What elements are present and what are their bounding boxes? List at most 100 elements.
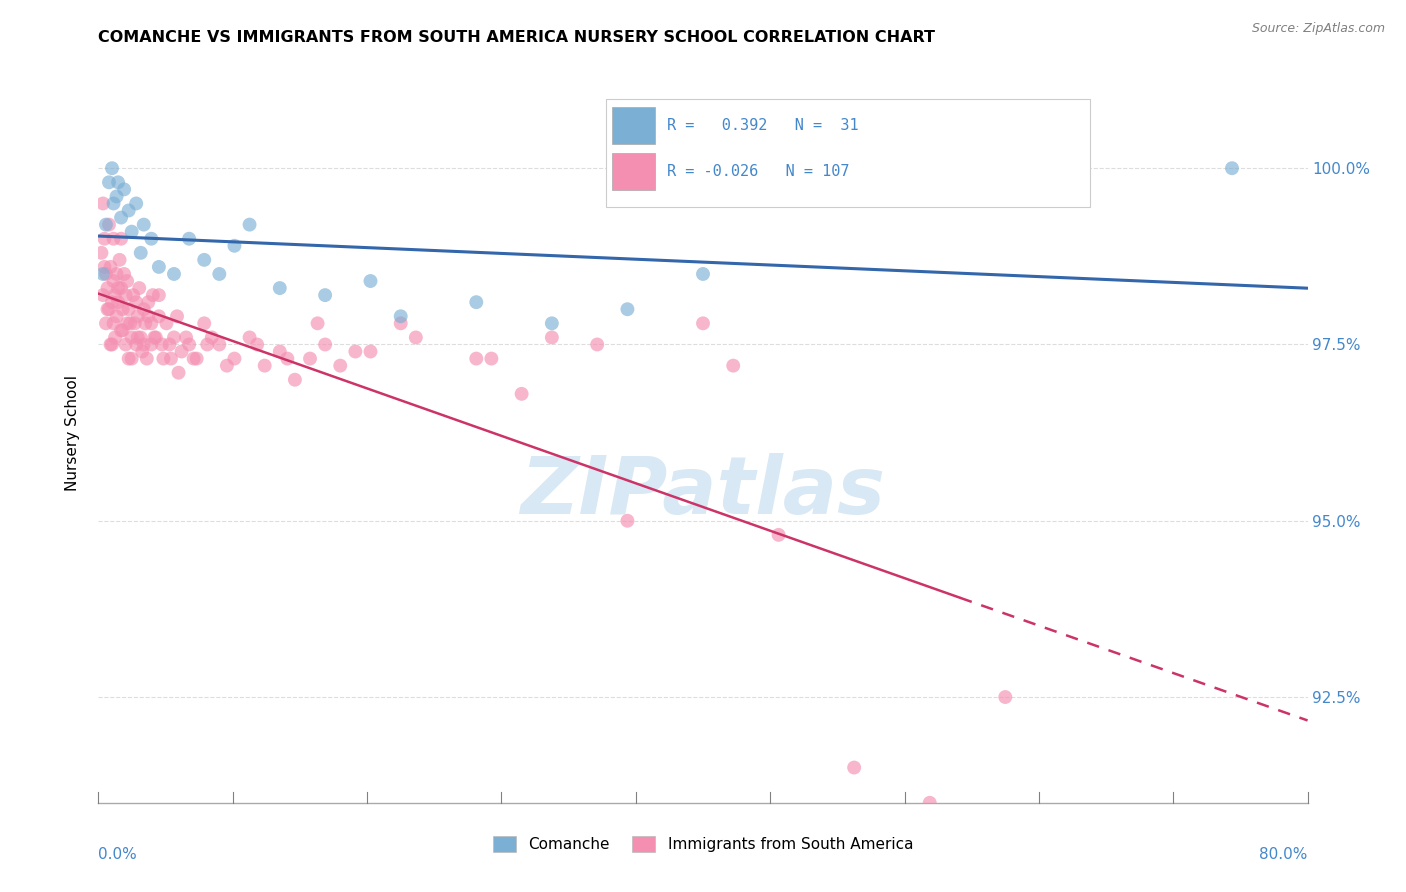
Point [159,337,181,351]
Point [586,337,609,351]
Point [107,295,129,310]
Point [118,203,141,218]
Point [121,330,143,344]
Y-axis label: Nursery School: Nursery School [65,375,80,491]
Point [110,232,132,246]
Point [160,351,183,366]
Point [90,245,112,260]
Point [98,175,121,189]
Point [125,196,148,211]
Point [101,337,124,351]
Point [111,323,134,337]
Point [125,295,148,310]
Point [118,302,141,317]
Point [616,514,638,528]
Point [120,316,142,330]
Point [994,690,1017,704]
Point [114,337,136,351]
Point [193,316,215,330]
Point [111,302,134,317]
Point [141,316,163,330]
Point [195,337,218,351]
Point [96,302,118,317]
Point [844,760,866,774]
Point [215,359,238,373]
Point [121,225,143,239]
Point [134,316,156,330]
Point [481,351,503,366]
Point [152,351,174,366]
Point [768,528,790,542]
Legend: Comanche, Immigrants from South America: Comanche, Immigrants from South America [486,830,920,858]
Point [131,344,153,359]
Point [118,351,141,366]
Point [98,218,121,232]
Point [93,260,115,274]
Point [105,310,128,324]
Point [299,351,322,366]
Text: R = -0.026   N = 107: R = -0.026 N = 107 [666,164,849,179]
Point [246,337,269,351]
Point [314,288,336,302]
Point [269,344,291,359]
Point [142,288,165,302]
Point [136,310,159,324]
Point [616,302,638,317]
Point [107,281,129,295]
Point [465,295,488,310]
Point [170,344,193,359]
Point [179,337,201,351]
Point [183,351,205,366]
Point [107,175,129,189]
FancyBboxPatch shape [606,99,1090,207]
Point [269,281,291,295]
Point [103,316,125,330]
Text: 80.0%: 80.0% [1260,847,1308,863]
Point [329,359,352,373]
Point [104,288,127,302]
Point [91,196,114,211]
Point [224,351,246,366]
Point [103,232,125,246]
Point [307,316,329,330]
Point [284,373,307,387]
Point [723,359,745,373]
Point [129,245,152,260]
Point [94,218,117,232]
Point [110,211,132,225]
Point [127,310,149,324]
Point [692,316,714,330]
Point [253,359,276,373]
Point [94,316,117,330]
Point [239,218,262,232]
Point [100,337,122,351]
Point [314,337,336,351]
Point [540,330,562,344]
Text: Source: ZipAtlas.com: Source: ZipAtlas.com [1251,22,1385,36]
Point [112,267,135,281]
Text: ZIPatlas: ZIPatlas [520,453,886,531]
Point [239,330,262,344]
Point [105,267,128,281]
Point [114,288,136,302]
Point [91,288,114,302]
Point [96,281,118,295]
Point [105,189,128,203]
Point [163,267,186,281]
Point [389,310,412,324]
Point [918,796,941,810]
Point [127,330,149,344]
Point [208,267,231,281]
Point [163,330,186,344]
Point [104,330,127,344]
Point [167,366,190,380]
Point [141,232,163,246]
Point [136,295,159,310]
FancyBboxPatch shape [613,107,655,145]
Point [405,330,427,344]
Point [193,252,215,267]
Point [145,330,167,344]
Point [132,218,155,232]
Point [112,182,135,196]
Point [122,288,145,302]
